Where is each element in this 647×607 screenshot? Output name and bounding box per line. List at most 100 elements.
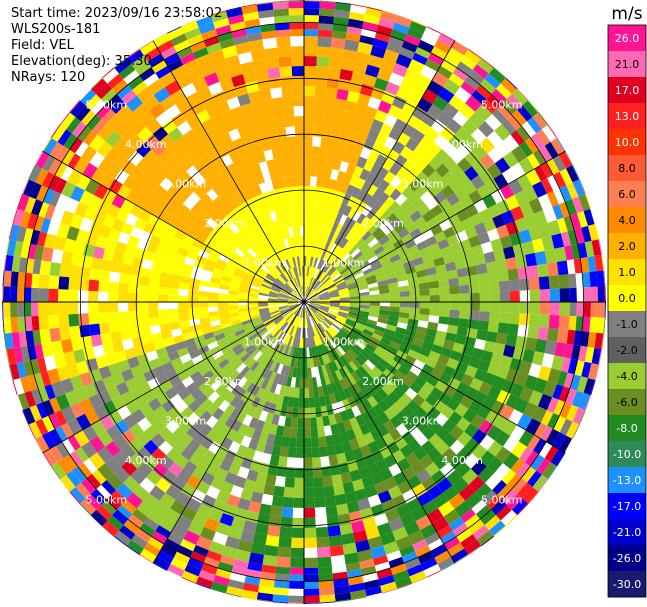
velocity-gate [425, 328, 437, 338]
velocity-gate [330, 210, 339, 222]
velocity-gate [317, 166, 326, 178]
velocity-gate [464, 226, 478, 239]
velocity-gate [486, 163, 502, 179]
velocity-gate [327, 220, 335, 231]
velocity-gate [480, 241, 494, 254]
velocity-gate [412, 337, 424, 348]
velocity-gate [408, 165, 422, 179]
velocity-gate [359, 335, 370, 344]
velocity-gate [316, 311, 325, 319]
velocity-gate [319, 272, 327, 282]
velocity-gate [412, 52, 428, 65]
velocity-gate [343, 339, 353, 349]
velocity-gate [309, 299, 320, 302]
velocity-gate [305, 276, 309, 287]
velocity-gate [459, 353, 472, 366]
velocity-gate [553, 171, 567, 189]
velocity-gate [559, 168, 573, 186]
velocity-gate [337, 236, 346, 247]
velocity-gate [304, 22, 319, 30]
velocity-gate [434, 380, 448, 393]
velocity-gate [332, 23, 348, 33]
velocity-gate [306, 276, 310, 287]
velocity-gate [585, 395, 592, 411]
velocity-gate [321, 228, 328, 240]
velocity-gate [323, 331, 331, 341]
velocity-gate [456, 528, 473, 543]
velocity-gate [393, 471, 407, 486]
velocity-gate [331, 190, 340, 202]
velocity-gate [541, 410, 554, 426]
velocity-gate [476, 58, 494, 74]
colorbar-tick: 13.0 [615, 110, 640, 123]
velocity-gate [442, 339, 455, 351]
velocity-gate [447, 542, 465, 557]
velocity-gate [408, 313, 420, 321]
velocity-gate [406, 324, 418, 332]
velocity-gate [428, 419, 443, 434]
velocity-gate [305, 256, 309, 267]
velocity-gate [389, 341, 401, 351]
velocity-gate [379, 302, 390, 307]
velocity-gate [371, 141, 384, 155]
velocity-gate [399, 307, 410, 314]
velocity-gate [506, 114, 522, 131]
velocity-gate [396, 322, 408, 330]
velocity-gate [544, 340, 557, 356]
velocity-gate [383, 196, 395, 209]
velocity-gate [427, 80, 444, 96]
velocity-gate [401, 216, 414, 228]
velocity-gate [367, 54, 384, 68]
velocity-gate [317, 323, 324, 334]
velocity-gate [327, 312, 337, 319]
velocity-gate [329, 243, 337, 254]
velocity-gate [510, 383, 525, 398]
velocity-gate [395, 244, 408, 254]
velocity-gate [420, 65, 437, 81]
velocity-gate [509, 290, 520, 302]
velocity-gate [445, 332, 457, 343]
velocity-gate [363, 432, 375, 445]
velocity-gate [311, 156, 320, 167]
velocity-gate [382, 263, 394, 272]
velocity-gate [352, 426, 364, 439]
velocity-gate [482, 99, 497, 114]
velocity-gate [363, 137, 376, 151]
velocity-gate [571, 196, 584, 214]
velocity-gate [400, 254, 413, 264]
velocity-gate [541, 125, 557, 142]
velocity-gate [468, 475, 485, 493]
velocity-gate [482, 490, 497, 505]
velocity-gate [449, 164, 465, 179]
velocity-gate [585, 193, 592, 209]
velocity-gate [378, 192, 390, 205]
velocity-gate [313, 268, 319, 279]
velocity-gate [577, 345, 588, 362]
velocity-gate [452, 477, 469, 494]
velocity-gate [428, 433, 443, 448]
velocity-gate [604, 286, 606, 302]
velocity-gate [496, 224, 510, 239]
velocity-gate [410, 460, 426, 475]
velocity-gate [493, 525, 507, 537]
velocity-gate [460, 534, 477, 549]
velocity-gate [362, 399, 373, 412]
velocity-gate [397, 480, 412, 495]
colorbar-tick: 8.0 [618, 162, 636, 175]
velocity-gate [307, 306, 314, 316]
velocity-gate [426, 26, 442, 34]
velocity-gate [442, 419, 457, 434]
velocity-gate [499, 235, 513, 249]
velocity-gate [405, 137, 420, 152]
velocity-gate [313, 314, 321, 323]
velocity-gate [499, 355, 513, 369]
velocity-gate [509, 302, 520, 314]
velocity-gate [487, 321, 499, 333]
velocity-gate [381, 208, 394, 220]
velocity-gate [392, 22, 410, 35]
velocity-gate [431, 249, 443, 260]
velocity-gate [388, 287, 400, 293]
velocity-gate [317, 270, 324, 281]
velocity-gate [370, 380, 382, 393]
